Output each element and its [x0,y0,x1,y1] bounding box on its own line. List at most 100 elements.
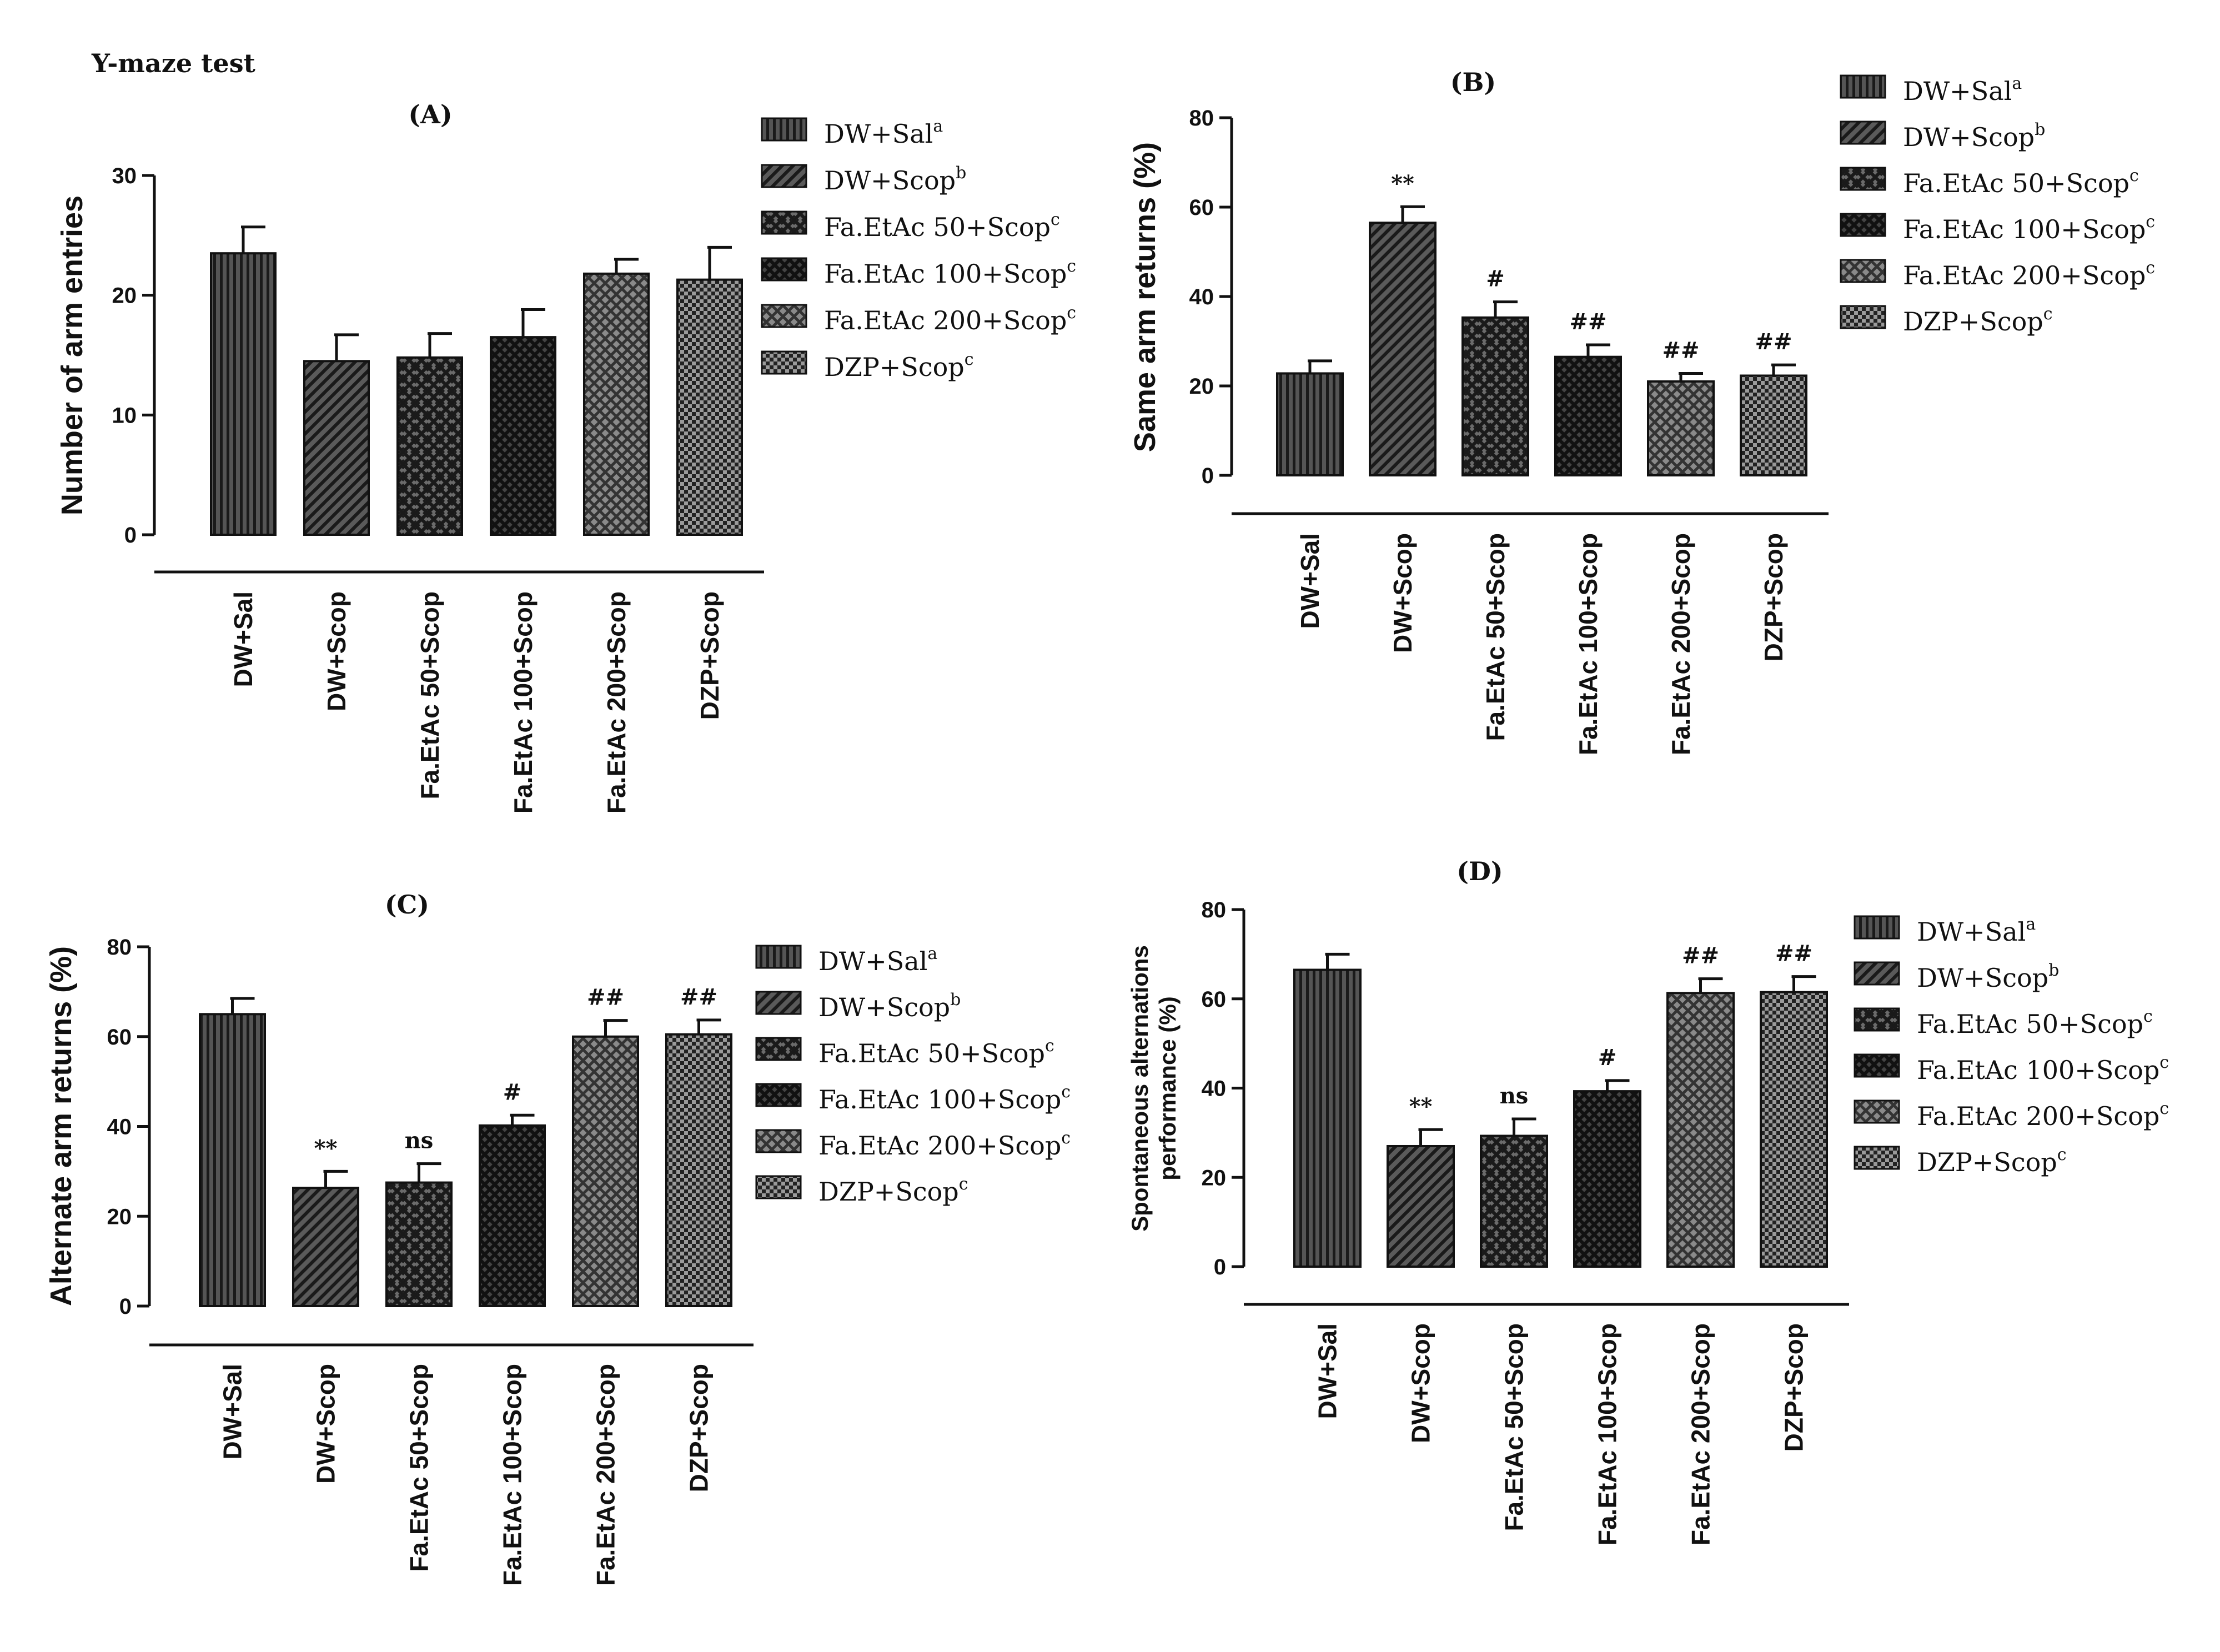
significance-label: ## [1755,329,1792,355]
significance-label: ## [1569,309,1606,335]
category-label: DW+Sal [1295,533,1324,629]
y-tick-label: 20 [107,1204,132,1229]
y-tick-label: 20 [1202,1166,1227,1190]
significance-label: ## [680,984,717,1010]
legend-label: Fa.EtAc 100+Scopc [1917,1053,2169,1085]
bar [572,1035,639,1307]
legend-swatch [1854,1099,1900,1124]
legend-swatch [1840,213,1886,237]
bar [1276,372,1344,477]
legend-label: DW+Sala [1917,915,2036,947]
bar [479,1124,546,1307]
category-label: DW+Sal [1313,1323,1342,1419]
bar [396,356,463,536]
legend-label: Fa.EtAc 50+Scopc [1903,166,2139,198]
legend-swatch [1854,915,1900,940]
legend-swatch [761,210,807,235]
bar [1293,968,1362,1268]
legend: DW+Sala DW+Scopb Fa.EtAc 50+Scopc Fa.EtAc 1… [1854,915,2169,1177]
legend-label: DW+Sala [1903,74,2022,106]
legend-label: DW+Scopb [1903,120,2045,152]
category-label: Fa.EtAc 200+Scop [1666,533,1695,755]
legend-label: DW+Scopb [1917,961,2059,993]
bar [490,336,556,536]
significance-label: ** [1391,170,1414,197]
legend-swatch [1854,1053,1900,1078]
legend-swatch [755,1083,802,1107]
category-label: Fa.EtAc 200+Scop [602,591,631,814]
bar [1387,1144,1455,1268]
category-label: Fa.EtAc 200+Scop [1686,1323,1715,1545]
category-label: Fa.EtAc 200+Scop [591,1364,620,1586]
y-axis-label: Spontaneous alternationsperformance (%) [1127,945,1181,1232]
legend-swatch [1854,1146,1900,1170]
y-tick-label: 20 [112,284,137,308]
y-tick-label: 80 [1189,106,1214,130]
legend-label: Fa.EtAc 200+Scopc [818,1128,1071,1161]
category-label: DW+Sal [229,591,258,687]
category-label: DZP+Scop [685,1364,714,1492]
y-tick-label: 0 [119,1294,132,1319]
panels: (A) 0 10 20 30 Number of arm entries DW+Sal DW+… [44,67,2169,1586]
category-label: Fa.EtAc 50+Scop [1481,533,1510,741]
legend-swatch [755,1175,802,1199]
category-label: Fa.EtAc 100+Scop [509,591,538,814]
category-label: DW+Sal [218,1364,247,1460]
legend-swatch [1854,961,1900,986]
y-tick-label: 0 [124,523,137,548]
significance-label: # [503,1079,522,1105]
category-label: DZP+Scop [695,591,724,720]
legend-label: DZP+Scopc [1917,1145,2067,1177]
legend-label: DZP+Scopc [824,350,974,382]
legend-swatch [761,164,807,188]
category-label: DZP+Scop [1780,1323,1809,1452]
legend-label: DZP+Scopc [1903,304,2053,337]
panel-c: (C) 0 20 40 60 80 Alternate arm returns (%) DW+… [44,890,1071,1586]
legend-swatch [1840,120,1886,145]
category-label: Fa.EtAc 100+Scop [498,1364,527,1586]
bar [1573,1090,1641,1268]
bar [1760,991,1828,1268]
legend-label: Fa.EtAc 50+Scopc [818,1036,1054,1068]
y-tick-label: 40 [1202,1077,1227,1101]
category-label: DW+Scop [312,1364,340,1484]
category-label: Fa.EtAc 100+Scop [1593,1323,1622,1545]
significance-label: ** [314,1135,338,1161]
bar [292,1187,359,1308]
bar [583,272,650,536]
legend-swatch [1840,259,1886,283]
legend-swatch [1840,305,1886,329]
bar [210,252,277,536]
y-tick-label: 30 [112,164,137,188]
figure-title: Y-maze test [91,48,256,78]
bar [199,1013,266,1307]
category-label: DW+Scop [322,591,351,711]
category-label: Fa.EtAc 100+Scop [1574,533,1603,755]
significance-label: ns [405,1128,434,1154]
significance-label: # [1598,1045,1617,1071]
category-label: Fa.EtAc 50+Scop [405,1364,434,1572]
y-tick-label: 40 [107,1115,132,1139]
y-tick-label: 60 [107,1025,132,1050]
legend-label: Fa.EtAc 50+Scopc [824,210,1060,242]
significance-label: ns [1500,1083,1529,1109]
y-tick-label: 0 [1202,464,1214,488]
legend-swatch [761,304,807,328]
legend-label: DZP+Scopc [818,1174,968,1207]
bar [303,360,370,536]
legend-swatch [1840,167,1886,191]
legend-swatch [1854,1007,1900,1032]
panel-label: (C) [385,890,429,920]
legend-label: Fa.EtAc 50+Scopc [1917,1007,2153,1039]
bar [1554,355,1622,476]
panel-a: (A) 0 10 20 30 Number of arm entries DW+Sal DW+… [56,99,1076,814]
y-tick-label: 0 [1214,1255,1226,1279]
significance-label: ** [1409,1093,1433,1119]
significance-label: ## [1662,337,1699,363]
bar [1461,316,1529,477]
panel-label: (D) [1456,856,1503,886]
legend-label: DW+Sala [824,117,943,149]
bar [676,278,743,536]
y-axis-label: Alternate arm returns (%) [44,946,78,1306]
